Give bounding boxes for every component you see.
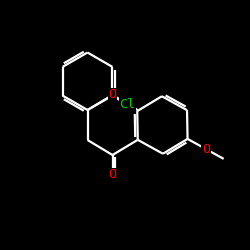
Text: Cl: Cl [120,98,136,111]
Text: O: O [202,143,210,156]
Text: O: O [108,168,116,181]
Text: O: O [108,88,116,102]
